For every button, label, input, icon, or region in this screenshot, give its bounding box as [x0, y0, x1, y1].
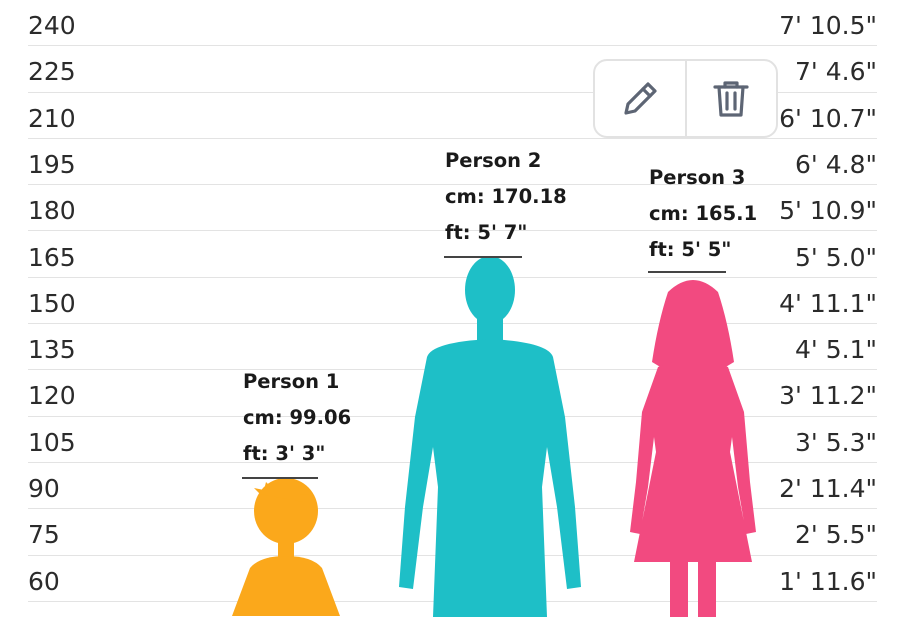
ft-tick-label: 6' 10.7" [779, 103, 877, 133]
toolbar-divider [684, 61, 687, 136]
height-marker-person-2 [444, 256, 522, 258]
scale-row: 225 7' 4.6" [0, 49, 905, 95]
ft-tick-label: 3' 11.2" [779, 381, 877, 411]
ft-tick-label: 3' 5.3" [795, 427, 877, 457]
delete-button[interactable] [687, 61, 777, 136]
trash-icon [713, 80, 749, 117]
ft-tick-label: 7' 4.6" [795, 57, 877, 87]
ft-tick-label: 6' 4.8" [795, 149, 877, 179]
person-name: Person 2 [445, 149, 542, 172]
ft-tick-label: 5' 10.9" [779, 196, 877, 226]
cm-tick-label: 180 [28, 196, 76, 226]
ft-tick-label: 7' 10.5" [779, 11, 877, 40]
gridline [28, 323, 877, 325]
child-silhouette-icon[interactable] [220, 476, 350, 616]
ft-tick-label: 4' 5.1" [795, 335, 877, 365]
person-height-cm: cm: 170.18 [445, 185, 567, 208]
cm-tick-label: 120 [28, 381, 76, 411]
person-height-ft: ft: 5' 7" [445, 221, 528, 244]
scale-row: 240 7' 10.5" [0, 3, 905, 49]
scale-row: 195 6' 4.8" [0, 142, 905, 188]
cm-tick-label: 75 [28, 520, 60, 550]
ft-tick-label: 1' 11.6" [779, 566, 877, 596]
cm-tick-label: 105 [28, 427, 76, 457]
gridline [28, 45, 877, 47]
gridline [28, 230, 877, 232]
woman-silhouette-icon[interactable] [628, 272, 758, 617]
gridline [28, 137, 877, 139]
person-label-1: Person 1 cm: 99.06 ft: 3' 3" [243, 364, 351, 472]
ft-tick-label: 5' 5.0" [795, 242, 877, 272]
scale-row: 150 4' 11.1" [0, 281, 905, 327]
height-marker-person-3 [648, 271, 726, 273]
gridline [28, 91, 877, 93]
person-height-ft: ft: 5' 5" [649, 238, 732, 261]
person-label-3: Person 3 cm: 165.1 ft: 5' 5" [649, 160, 757, 268]
cm-tick-label: 195 [28, 149, 76, 179]
scale-row: 165 5' 5.0" [0, 235, 905, 281]
gridline [28, 276, 877, 278]
selection-toolbar [593, 59, 778, 138]
gridline [28, 184, 877, 186]
cm-tick-label: 60 [28, 566, 60, 596]
person-name: Person 3 [649, 166, 746, 189]
cm-tick-label: 150 [28, 288, 76, 318]
person-name: Person 1 [243, 370, 340, 393]
pencil-icon [624, 81, 657, 115]
cm-tick-label: 210 [28, 103, 76, 133]
ft-tick-label: 2' 5.5" [795, 520, 877, 550]
height-marker-person-1 [242, 477, 318, 479]
cm-tick-label: 135 [28, 335, 76, 365]
person-label-2: Person 2 cm: 170.18 ft: 5' 7" [445, 143, 567, 251]
scale-row: 180 5' 10.9" [0, 188, 905, 234]
ft-tick-label: 2' 11.4" [779, 474, 877, 503]
cm-tick-label: 225 [28, 57, 76, 87]
ft-tick-label: 4' 11.1" [779, 288, 877, 318]
cm-tick-label: 90 [28, 474, 60, 503]
edit-button[interactable] [595, 61, 685, 136]
person-height-ft: ft: 3' 3" [243, 442, 326, 465]
cm-tick-label: 165 [28, 242, 76, 272]
person-height-cm: cm: 165.1 [649, 202, 758, 225]
man-silhouette-icon[interactable] [397, 257, 583, 617]
person-height-cm: cm: 99.06 [243, 406, 352, 429]
cm-tick-label: 240 [28, 11, 76, 40]
scale-row: 210 6' 10.7" [0, 96, 905, 142]
